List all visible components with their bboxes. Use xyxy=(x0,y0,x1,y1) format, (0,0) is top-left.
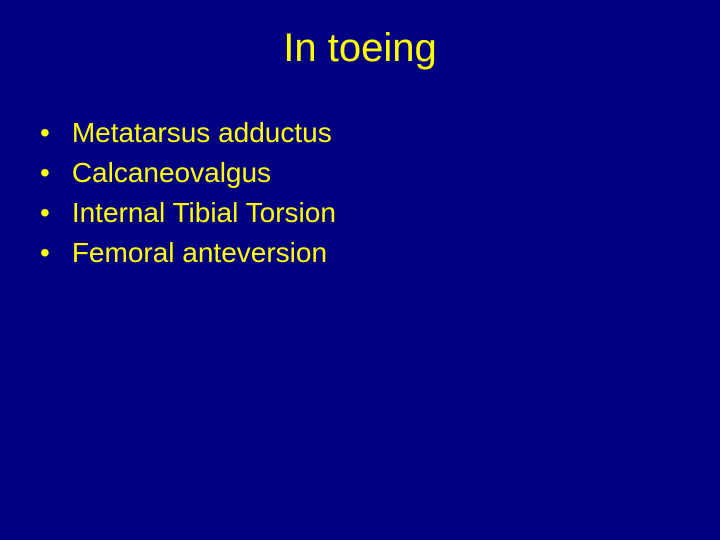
slide-title: In toeing xyxy=(0,26,720,71)
bullet-text: Internal Tibial Torsion xyxy=(72,193,336,233)
bullet-text: Metatarsus adductus xyxy=(72,113,336,153)
bullet-marker-icon: • xyxy=(40,233,50,273)
bullet-text: Calcaneovalgus xyxy=(72,153,336,193)
bullet-marker-icon: • xyxy=(40,193,50,233)
list-item: • Metatarsus adductus xyxy=(40,113,336,153)
slide: In toeing • Metatarsus adductus • Calcaneov… xyxy=(0,0,720,540)
list-item: • Calcaneovalgus xyxy=(40,153,336,193)
bullet-list: • Metatarsus adductus • Calcaneovalgus • Inte… xyxy=(40,113,336,273)
list-item: • Internal Tibial Torsion xyxy=(40,193,336,233)
bullet-marker-icon: • xyxy=(40,153,50,193)
bullet-text: Femoral anteversion xyxy=(72,233,336,273)
list-item: • Femoral anteversion xyxy=(40,233,336,273)
bullet-marker-icon: • xyxy=(40,113,50,153)
